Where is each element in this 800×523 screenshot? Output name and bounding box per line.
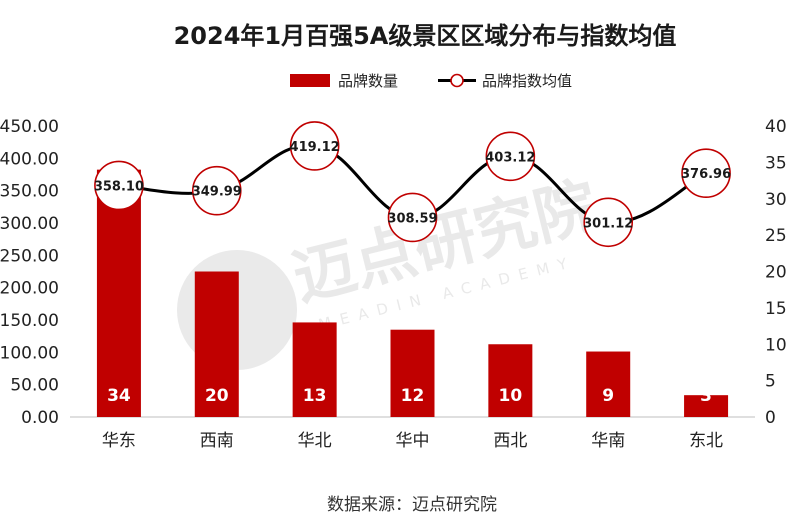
bar [684,395,729,417]
x-category-label: 西北 [493,431,527,451]
x-category-label: 华中 [396,431,430,451]
y-left-tick-label: 250.00 [0,246,59,266]
bar [390,329,435,417]
line-point-marker [94,160,144,211]
legend-line-label: 品牌指数均值 [482,72,572,90]
y-right-tick-label: 40 [765,117,787,137]
line-point-marker [485,131,536,182]
line-point-marker [387,192,438,243]
line-point-label: 376.96 [681,167,731,182]
bar [586,351,631,417]
bar-value-label: 12 [401,386,425,406]
y-left-tick-label: 50.00 [10,376,59,396]
y-left-tick-label: 150.00 [0,311,59,331]
line-point-label: 349.99 [192,185,242,200]
bar-value-label: 9 [602,386,614,406]
y-left-tick-label: 0.00 [21,408,59,428]
y-right-tick-label: 30 [765,190,787,210]
bar-value-label: 34 [107,386,131,406]
y-right-tick-label: 35 [765,153,787,173]
bar [292,322,337,417]
y-left-tick-label: 200.00 [0,279,59,299]
legend-bar-swatch [290,74,330,87]
bar [488,344,533,417]
line-point-label: 358.10 [94,179,144,194]
y-axis-left: 0.00 50.00 100.00 150.00 200.00 250.00 300.00 3… [0,117,59,428]
bar [96,169,141,417]
bar-value-label: 20 [205,386,229,406]
legend-line-marker [450,73,464,88]
bar-value-label: 10 [499,386,523,406]
line-point-label: 419.12 [290,140,340,155]
x-category-label: 西南 [200,431,234,451]
legend-bar-label: 品牌数量 [338,72,398,90]
y-right-tick-label: 5 [765,372,776,392]
x-category-label: 华东 [102,431,136,451]
bar-value-label: 3 [700,386,712,406]
y-left-tick-label: 100.00 [0,343,59,363]
x-category-label: 东北 [689,431,723,451]
y-left-tick-label: 450.00 [0,117,59,137]
y-left-tick-label: 300.00 [0,214,59,234]
line-point-marker [583,197,634,248]
y-right-tick-label: 20 [765,263,787,283]
y-right-tick-label: 25 [765,226,787,246]
bar-value-label: 13 [303,386,327,406]
x-category-label: 华南 [591,431,625,451]
x-category-label: 华北 [298,431,332,451]
line-point-marker [681,148,731,199]
line-point-label: 308.59 [387,211,437,226]
chart-title: 2024年1月百强5A级景区区域分布与指数均值 [174,22,677,50]
y-left-tick-label: 350.00 [0,182,59,202]
bar [194,271,239,417]
y-right-tick-label: 15 [765,299,787,319]
line-point-marker [289,121,340,171]
x-axis-categories: 华东 西南 华北 华中 西北 华南 东北 [102,431,723,451]
source-note: 数据来源：迈点研究院 [327,495,497,515]
line-point-label: 403.12 [485,150,535,165]
y-right-tick-label: 0 [765,408,776,428]
y-axis-right: 0 5 10 15 20 25 30 35 40 [765,117,787,428]
y-right-tick-label: 10 [765,335,787,355]
y-left-tick-label: 400.00 [0,149,59,169]
bar-series: 34 20 13 12 10 9 3 [96,169,729,417]
line-point-label: 301.12 [583,216,633,231]
line-series: 358.10 349.99 419.12 308.59 403.12 301.12 376.… [94,121,731,248]
legend: 品牌数量 品牌指数均值 [290,72,572,90]
line-point-marker [191,165,242,216]
